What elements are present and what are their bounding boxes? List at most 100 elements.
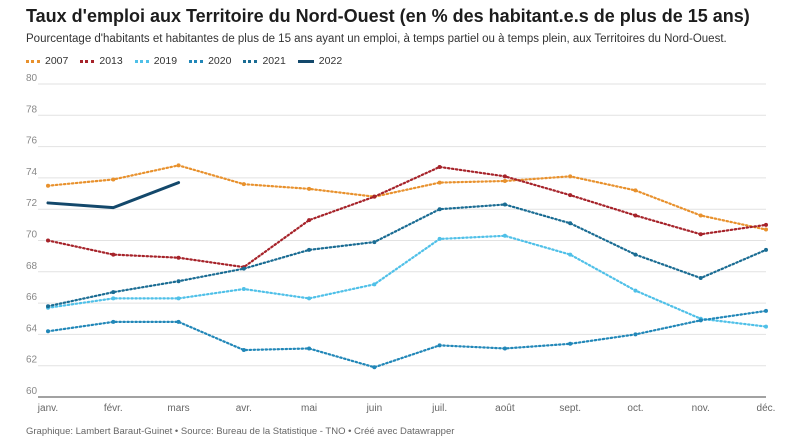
data-point-2020 <box>372 365 377 370</box>
data-point-2013 <box>46 238 50 243</box>
data-point-2020 <box>241 348 246 353</box>
series-line-2019 <box>46 234 768 328</box>
data-point-2021 <box>372 240 377 245</box>
legend-swatch <box>134 59 149 63</box>
y-tick-label: 62 <box>26 355 38 366</box>
line-chart: 60 62 64 66 68 70 72 74 76 78 80 janv. févr. mars avr.… <box>26 73 776 414</box>
legend: 2007 2013 2019 2020 2021 2022 <box>26 55 342 67</box>
data-point-2021 <box>176 279 181 284</box>
data-point-2021 <box>502 202 507 207</box>
x-tick-label: juil. <box>431 403 447 414</box>
data-point-2019 <box>307 296 312 301</box>
legend-swatch <box>189 59 204 63</box>
data-point-2019 <box>568 252 573 257</box>
series-line-2007 <box>46 164 768 231</box>
data-point-2019 <box>111 296 116 301</box>
legend-swatch <box>26 59 40 63</box>
legend-item-2013: 2013 <box>80 55 123 67</box>
x-tick-label: mars <box>167 403 189 414</box>
data-point-2020 <box>764 308 768 313</box>
data-point-2013 <box>698 232 703 237</box>
y-tick-label: 78 <box>26 104 38 115</box>
data-point-2020 <box>437 343 442 348</box>
data-point-2020 <box>46 329 50 334</box>
y-tick-label: 74 <box>26 167 38 178</box>
legend-item-2019: 2019 <box>134 55 178 67</box>
data-point-2007 <box>111 177 116 182</box>
data-point-2021 <box>568 221 573 226</box>
data-point-2020 <box>633 332 638 337</box>
x-tick-label: déc. <box>757 403 776 414</box>
data-point-2007 <box>307 186 312 191</box>
x-tick-label: janv. <box>37 403 58 414</box>
legend-swatch <box>297 59 314 63</box>
data-point-2007 <box>46 183 50 188</box>
x-tick-label: nov. <box>692 403 710 414</box>
legend-label: 2019 <box>153 55 178 67</box>
series-line-2021 <box>46 203 768 308</box>
data-point-2019 <box>633 288 638 293</box>
data-point-2019 <box>241 287 246 292</box>
legend-label: 2007 <box>45 55 69 67</box>
x-tick-label: août <box>495 403 515 414</box>
data-point-2021 <box>698 276 703 281</box>
legend-label: 2013 <box>99 55 123 67</box>
data-point-2019 <box>502 233 507 238</box>
y-tick-label: 70 <box>26 230 38 241</box>
legend-label: 2020 <box>208 55 232 67</box>
y-tick-label: 76 <box>26 136 38 147</box>
legend-label: 2021 <box>262 55 286 67</box>
data-point-2021 <box>307 247 312 252</box>
x-tick-label: sept. <box>559 403 581 414</box>
legend-item-2022: 2022 <box>297 55 343 67</box>
footer-credit: Graphique: Lambert Baraut-Guinet • Sourc… <box>26 426 455 437</box>
data-point-2007 <box>437 180 442 185</box>
data-point-2019 <box>372 282 377 287</box>
data-point-2020 <box>111 319 116 324</box>
data-point-2020 <box>568 341 573 346</box>
data-point-2007 <box>502 179 507 184</box>
y-tick-label: 66 <box>26 292 38 303</box>
legend-item-2020: 2020 <box>189 55 231 67</box>
data-point-2021 <box>241 266 246 271</box>
data-point-2007 <box>176 163 181 168</box>
data-point-2021 <box>437 207 442 212</box>
x-tick-label: mai <box>301 403 317 414</box>
data-point-2013 <box>764 222 768 227</box>
y-tick-label: 60 <box>26 386 38 397</box>
data-point-2013 <box>568 193 573 198</box>
data-point-2013 <box>307 218 312 223</box>
series-line-2020 <box>46 309 768 369</box>
chart-title: Taux d'emploi aux Territoire du Nord-Oue… <box>26 6 750 26</box>
y-tick-label: 80 <box>26 73 38 84</box>
data-point-2013 <box>502 174 507 179</box>
data-point-2013 <box>176 255 181 260</box>
y-tick-label: 68 <box>26 261 38 272</box>
series-line-2022 <box>46 181 181 210</box>
data-point-2021 <box>111 290 116 295</box>
legend-swatch <box>243 59 258 63</box>
legend-item-2021: 2021 <box>243 55 286 67</box>
data-point-2019 <box>764 324 768 329</box>
data-point-2020 <box>698 318 703 323</box>
data-point-2021 <box>764 247 768 252</box>
x-tick-label: févr. <box>104 403 123 414</box>
data-point-2020 <box>176 319 181 324</box>
data-point-2007 <box>633 188 638 193</box>
data-point-2019 <box>437 236 442 241</box>
y-tick-label: 64 <box>26 323 38 334</box>
x-tick-label: avr. <box>236 403 252 414</box>
data-point-2007 <box>241 182 246 187</box>
x-tick-label: oct. <box>627 403 643 414</box>
legend-label: 2022 <box>318 55 343 67</box>
data-point-2019 <box>176 296 181 301</box>
legend-item-2007: 2007 <box>26 55 68 67</box>
data-point-2007 <box>698 213 703 218</box>
chart-subtitle: Pourcentage d'habitants et habitantes de… <box>26 33 727 45</box>
data-point-2020 <box>502 346 507 351</box>
data-point-2007 <box>568 174 573 179</box>
data-point-2021 <box>46 304 50 309</box>
y-tick-label: 72 <box>26 198 38 209</box>
data-point-2021 <box>633 252 638 257</box>
data-point-2020 <box>307 346 312 351</box>
